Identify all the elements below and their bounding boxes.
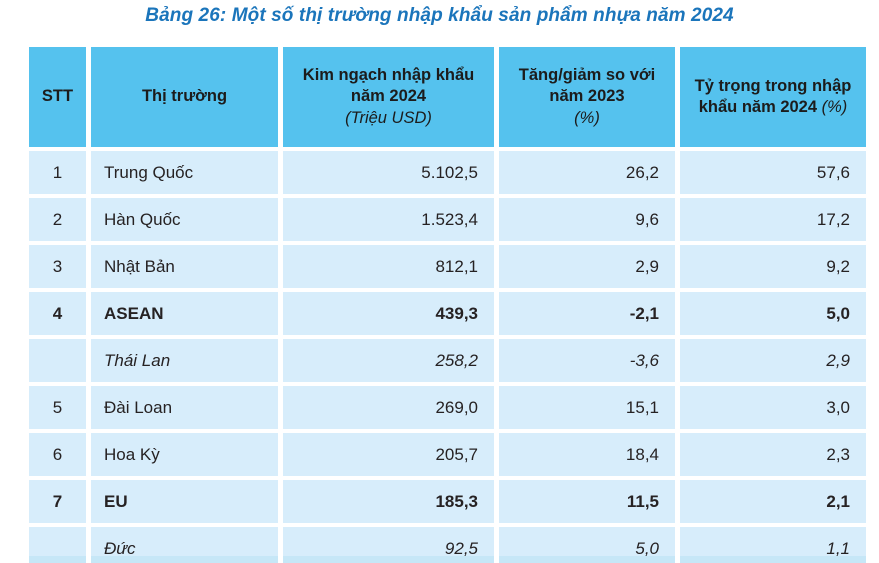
cell-market: Đài Loan — [91, 386, 278, 429]
cutoff-row-strip — [29, 556, 866, 563]
cell-value: 439,3 — [283, 292, 494, 335]
cell-value: 5.102,5 — [283, 151, 494, 194]
cell-share: 57,6 — [680, 151, 866, 194]
cell-share: 9,2 — [680, 245, 866, 288]
cell-growth: 2,9 — [499, 245, 675, 288]
cell-share: 3,0 — [680, 386, 866, 429]
table-row: 3 Nhật Bản 812,1 2,9 9,2 — [29, 245, 866, 288]
cell-stt: 1 — [29, 151, 86, 194]
cell-share: 17,2 — [680, 198, 866, 241]
table-title: Bảng 26: Một số thị trường nhập khẩu sản… — [145, 5, 734, 26]
cell-value: 185,3 — [283, 480, 494, 523]
cell-market: Trung Quốc — [91, 151, 278, 194]
table-row: 1 Trung Quốc 5.102,5 26,2 57,6 — [29, 151, 866, 194]
cell-market: Hoa Kỳ — [91, 433, 278, 476]
column-header-label: Thị trường — [141, 87, 228, 106]
cell-stt: 3 — [29, 245, 86, 288]
cell-stt: 6 — [29, 433, 86, 476]
column-header-label: Kim ngạch nhập khẩu năm 2024 — [302, 65, 475, 106]
cell-stt: 5 — [29, 386, 86, 429]
cell-growth: 18,4 — [499, 433, 675, 476]
cell-value: 269,0 — [283, 386, 494, 429]
strip-segment — [283, 556, 494, 563]
cell-market: ASEAN — [91, 292, 278, 335]
cell-growth: 9,6 — [499, 198, 675, 241]
table-row: 7 EU 185,3 11,5 2,1 — [29, 480, 866, 523]
column-header-label: Tỷ trọng trong nhập khẩu năm 2024 — [694, 76, 852, 116]
cell-share: 2,1 — [680, 480, 866, 523]
cell-value: 205,7 — [283, 433, 494, 476]
cell-growth: 15,1 — [499, 386, 675, 429]
header-row: STT Thị trường Kim ngạch nhập khẩu năm 202… — [29, 47, 866, 147]
strip-segment — [499, 556, 675, 563]
table-row: 2 Hàn Quốc 1.523,4 9,6 17,2 — [29, 198, 866, 241]
table-row: 4 ASEAN 439,3 -2,1 5,0 — [29, 292, 866, 335]
strip-segment — [29, 556, 86, 563]
cell-value: 812,1 — [283, 245, 494, 288]
cell-share: 5,0 — [680, 292, 866, 335]
cell-share: 2,3 — [680, 433, 866, 476]
column-header: Thị trường — [91, 47, 278, 147]
column-header-unit: (%) — [574, 108, 600, 127]
column-header-label: Tăng/giảm so với năm 2023 — [518, 65, 656, 106]
table-row: Thái Lan 258,2 -3,6 2,9 — [29, 339, 866, 382]
table-row: 6 Hoa Kỳ 205,7 18,4 2,3 — [29, 433, 866, 476]
cell-growth: -3,6 — [499, 339, 675, 382]
table-row: 5 Đài Loan 269,0 15,1 3,0 — [29, 386, 866, 429]
cell-market: Thái Lan — [91, 339, 278, 382]
cell-value: 258,2 — [283, 339, 494, 382]
import-markets-table: STT Thị trường Kim ngạch nhập khẩu năm 202… — [24, 43, 871, 563]
cell-stt: 2 — [29, 198, 86, 241]
column-header: STT — [29, 47, 86, 147]
cell-share: 2,9 — [680, 339, 866, 382]
column-header: Tỷ trọng trong nhập khẩu năm 2024 (%) — [680, 47, 866, 147]
table-body: 1 Trung Quốc 5.102,5 26,2 57,6 2 Hàn Quốc 1.523… — [29, 151, 866, 563]
column-header-label: STT — [41, 87, 74, 106]
column-header: Kim ngạch nhập khẩu năm 2024 (Triệu USD) — [283, 47, 494, 147]
column-header-unit: (%) — [817, 98, 848, 116]
cell-stt — [29, 339, 86, 382]
column-header: Tăng/giảm so với năm 2023 (%) — [499, 47, 675, 147]
cell-stt: 4 — [29, 292, 86, 335]
table-header: STT Thị trường Kim ngạch nhập khẩu năm 202… — [29, 47, 866, 147]
cell-market: Nhật Bản — [91, 245, 278, 288]
cell-stt: 7 — [29, 480, 86, 523]
cell-growth: 11,5 — [499, 480, 675, 523]
strip-segment — [680, 556, 866, 563]
cell-market: EU — [91, 480, 278, 523]
cell-market: Hàn Quốc — [91, 198, 278, 241]
strip-segment — [91, 556, 278, 563]
cell-growth: -2,1 — [499, 292, 675, 335]
column-header-unit: (Triệu USD) — [345, 108, 432, 127]
cell-growth: 26,2 — [499, 151, 675, 194]
cell-value: 1.523,4 — [283, 198, 494, 241]
